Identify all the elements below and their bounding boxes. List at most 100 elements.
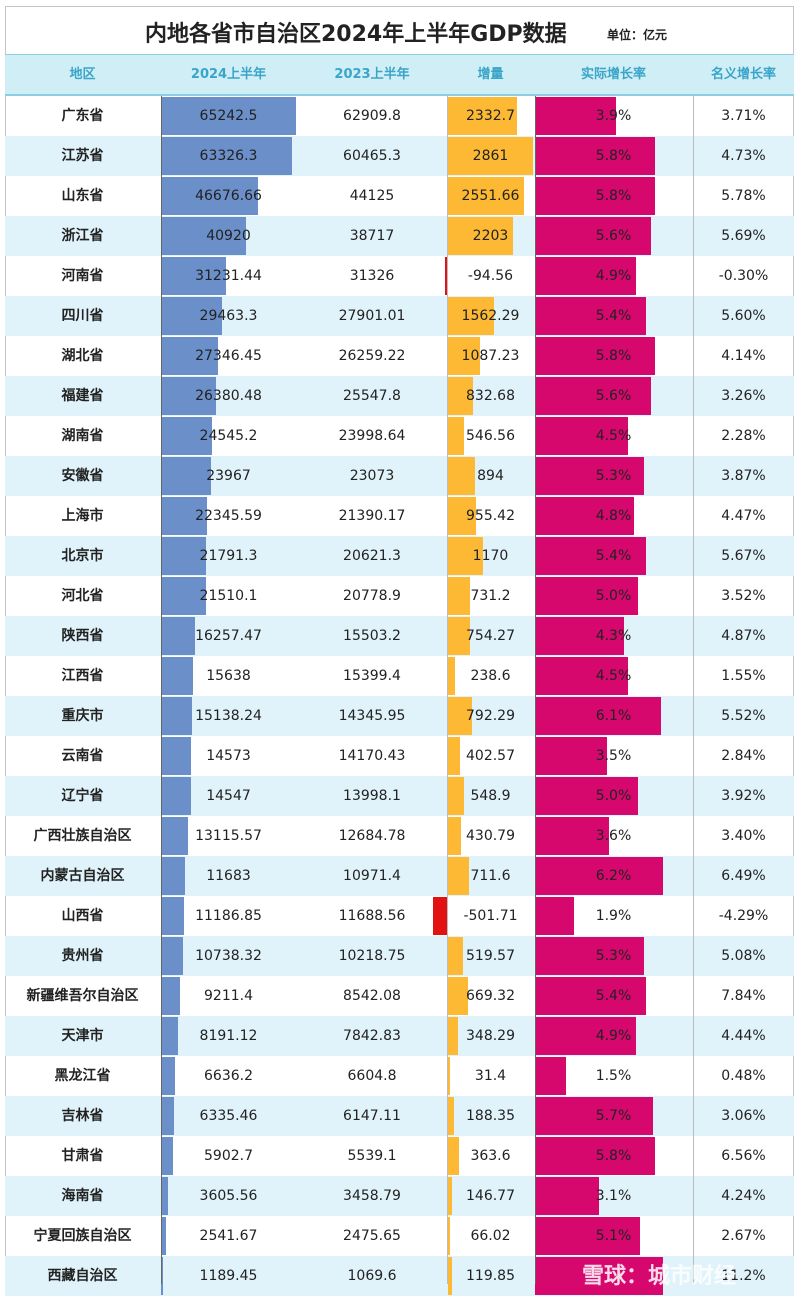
gdp-2023h1-value: 7842.83 [343,1028,401,1044]
gdp-2024h1-value: 15138.24 [195,708,262,724]
real-growth-value: 4.9% [595,268,632,284]
gdp-2024-bar [161,537,207,575]
nominal-growth-value: 4.24% [721,1188,766,1204]
nominal-growth-value: -4.29% [718,908,769,924]
table-row: 内蒙古自治区 11683 10971.4 711.6 6.2% 6.49% [5,856,794,896]
increase-value: 548.9 [470,788,511,804]
gdp-2024h1-value: 11186.85 [195,908,262,924]
header-nominal-growth: 名义增长率 [710,67,776,82]
increase-bar [448,1097,454,1135]
increase-bar [448,577,470,615]
gdp-2024-bar [161,217,246,255]
region-label: 福建省 [61,388,104,404]
table-row: 重庆市 15138.24 14345.95 792.29 6.1% 5.52% [5,696,794,736]
real-growth-bar [535,1057,566,1095]
table-row: 江西省 15638 15399.4 238.6 4.5% 1.55% [5,656,794,696]
table-row: 四川省 29463.3 27901.01 1562.29 5.4% 5.60% [5,296,794,336]
real-growth-value: 5.4% [595,308,632,324]
real-growth-bar [535,457,645,495]
real-growth-value: 5.8% [595,1148,632,1164]
table-row: 新疆维吾尔自治区 9211.4 8542.08 669.32 5.4% 7.84% [5,976,794,1016]
table-row: 河南省 31231.44 31326 -94.56 4.9% -0.30% [5,256,794,296]
table-row: 天津市 8191.12 7842.83 348.29 4.9% 4.44% [5,1016,794,1056]
table-row: 北京市 21791.3 20621.3 1170 5.4% 5.67% [5,536,794,576]
increase-bar [448,137,533,175]
real-growth-bar [535,97,616,135]
increase-value: 430.79 [466,828,515,844]
table-row: 湖南省 24545.2 23998.64 546.56 4.5% 2.28% [5,416,794,456]
real-growth-bar [535,1217,641,1255]
increase-value: 546.56 [466,428,515,444]
increase-bar [448,1217,450,1255]
increase-bar [448,217,514,255]
nominal-growth-value: 3.06% [721,1108,766,1124]
gdp-2024-bar [161,457,211,495]
growth-axis-line [535,96,536,1284]
gdp-2023h1-value: 15503.2 [343,628,401,644]
real-growth-bar [535,377,651,415]
header-increase: 增量 [477,67,504,82]
nominal-growth-value: -0.30% [718,268,769,284]
increase-bar [448,417,465,455]
real-growth-bar [535,1097,653,1135]
real-growth-bar [535,657,628,695]
increase-value: 832.68 [466,388,515,404]
table-row: 西藏自治区 1189.45 1069.6 119.85 11.2% [5,1256,794,1296]
gdp-2024-bar [161,977,181,1015]
nominal-growth-value: 3.26% [721,388,766,404]
real-growth-bar [535,297,647,335]
table-row: 河北省 21510.1 20778.9 731.2 5.0% 3.52% [5,576,794,616]
gdp-2023h1-value: 1069.6 [347,1268,397,1284]
real-growth-value: 5.3% [595,468,632,484]
increase-value: 188.35 [466,1108,515,1124]
gdp-2023h1-value: 62909.8 [343,108,401,124]
region-label: 吉林省 [61,1108,104,1124]
increase-bar [448,937,464,975]
gdp-2024-bar [161,577,206,615]
real-growth-value: 5.6% [595,228,632,244]
nominal-growth-value: 7.84% [721,988,766,1004]
gdp-2024-bar [161,1217,167,1255]
increase-bar [448,857,470,895]
chart-title: 内地各省市自治区2024年上半年GDP数据 [145,22,567,47]
gdp-2023h1-value: 6604.8 [347,1068,397,1084]
real-growth-value: 4.5% [595,668,632,684]
gdp-2023h1-value: 12684.78 [338,828,406,844]
region-label: 山西省 [61,908,104,924]
nominal-growth-value: 0.48% [721,1068,766,1084]
table-row: 云南省 14573 14170.43 402.57 3.5% 2.84% [5,736,794,776]
real-growth-value: 5.4% [595,548,632,564]
nominal-growth-value: 6.49% [721,868,766,884]
gdp-2023h1-value: 20621.3 [343,548,401,564]
table-row: 辽宁省 14547 13998.1 548.9 5.0% 3.92% [5,776,794,816]
nominal-growth-value: 3.87% [721,468,766,484]
increase-value: 146.77 [466,1188,515,1204]
increase-value: 348.29 [466,1028,515,1044]
real-growth-bar [535,177,655,215]
increase-value: 792.29 [466,708,515,724]
gdp-2024-bar [161,1137,174,1175]
gdp-2024-bar [161,897,185,935]
region-label: 内蒙古自治区 [40,868,125,884]
gdp-2023h1-value: 23073 [349,468,395,484]
increase-bar [448,817,461,855]
gdp-2023h1-value: 25547.8 [343,388,401,404]
gdp-2024-bar [161,737,192,775]
gdp-2024h1-value: 24545.2 [199,428,258,444]
real-growth-value: 5.6% [595,388,632,404]
real-growth-value: 1.9% [595,908,632,924]
real-growth-bar [535,937,645,975]
increase-bar [448,777,465,815]
real-growth-value: 5.0% [595,588,632,604]
gdp-2023h1-value: 44125 [349,188,395,204]
gdp-2024h1-value: 15638 [206,668,251,684]
gdp-2024h1-value: 6636.2 [204,1068,253,1084]
region-label: 上海市 [61,508,104,524]
increase-value: 66.02 [470,1228,511,1244]
increase-value: 238.6 [470,668,511,684]
region-label: 海南省 [61,1188,104,1204]
increase-bar [448,1057,450,1095]
gdp-2024h1-value: 6335.46 [199,1108,258,1124]
unit-label: 单位：亿元 [607,28,668,42]
gdp-2024-bar [161,777,192,815]
